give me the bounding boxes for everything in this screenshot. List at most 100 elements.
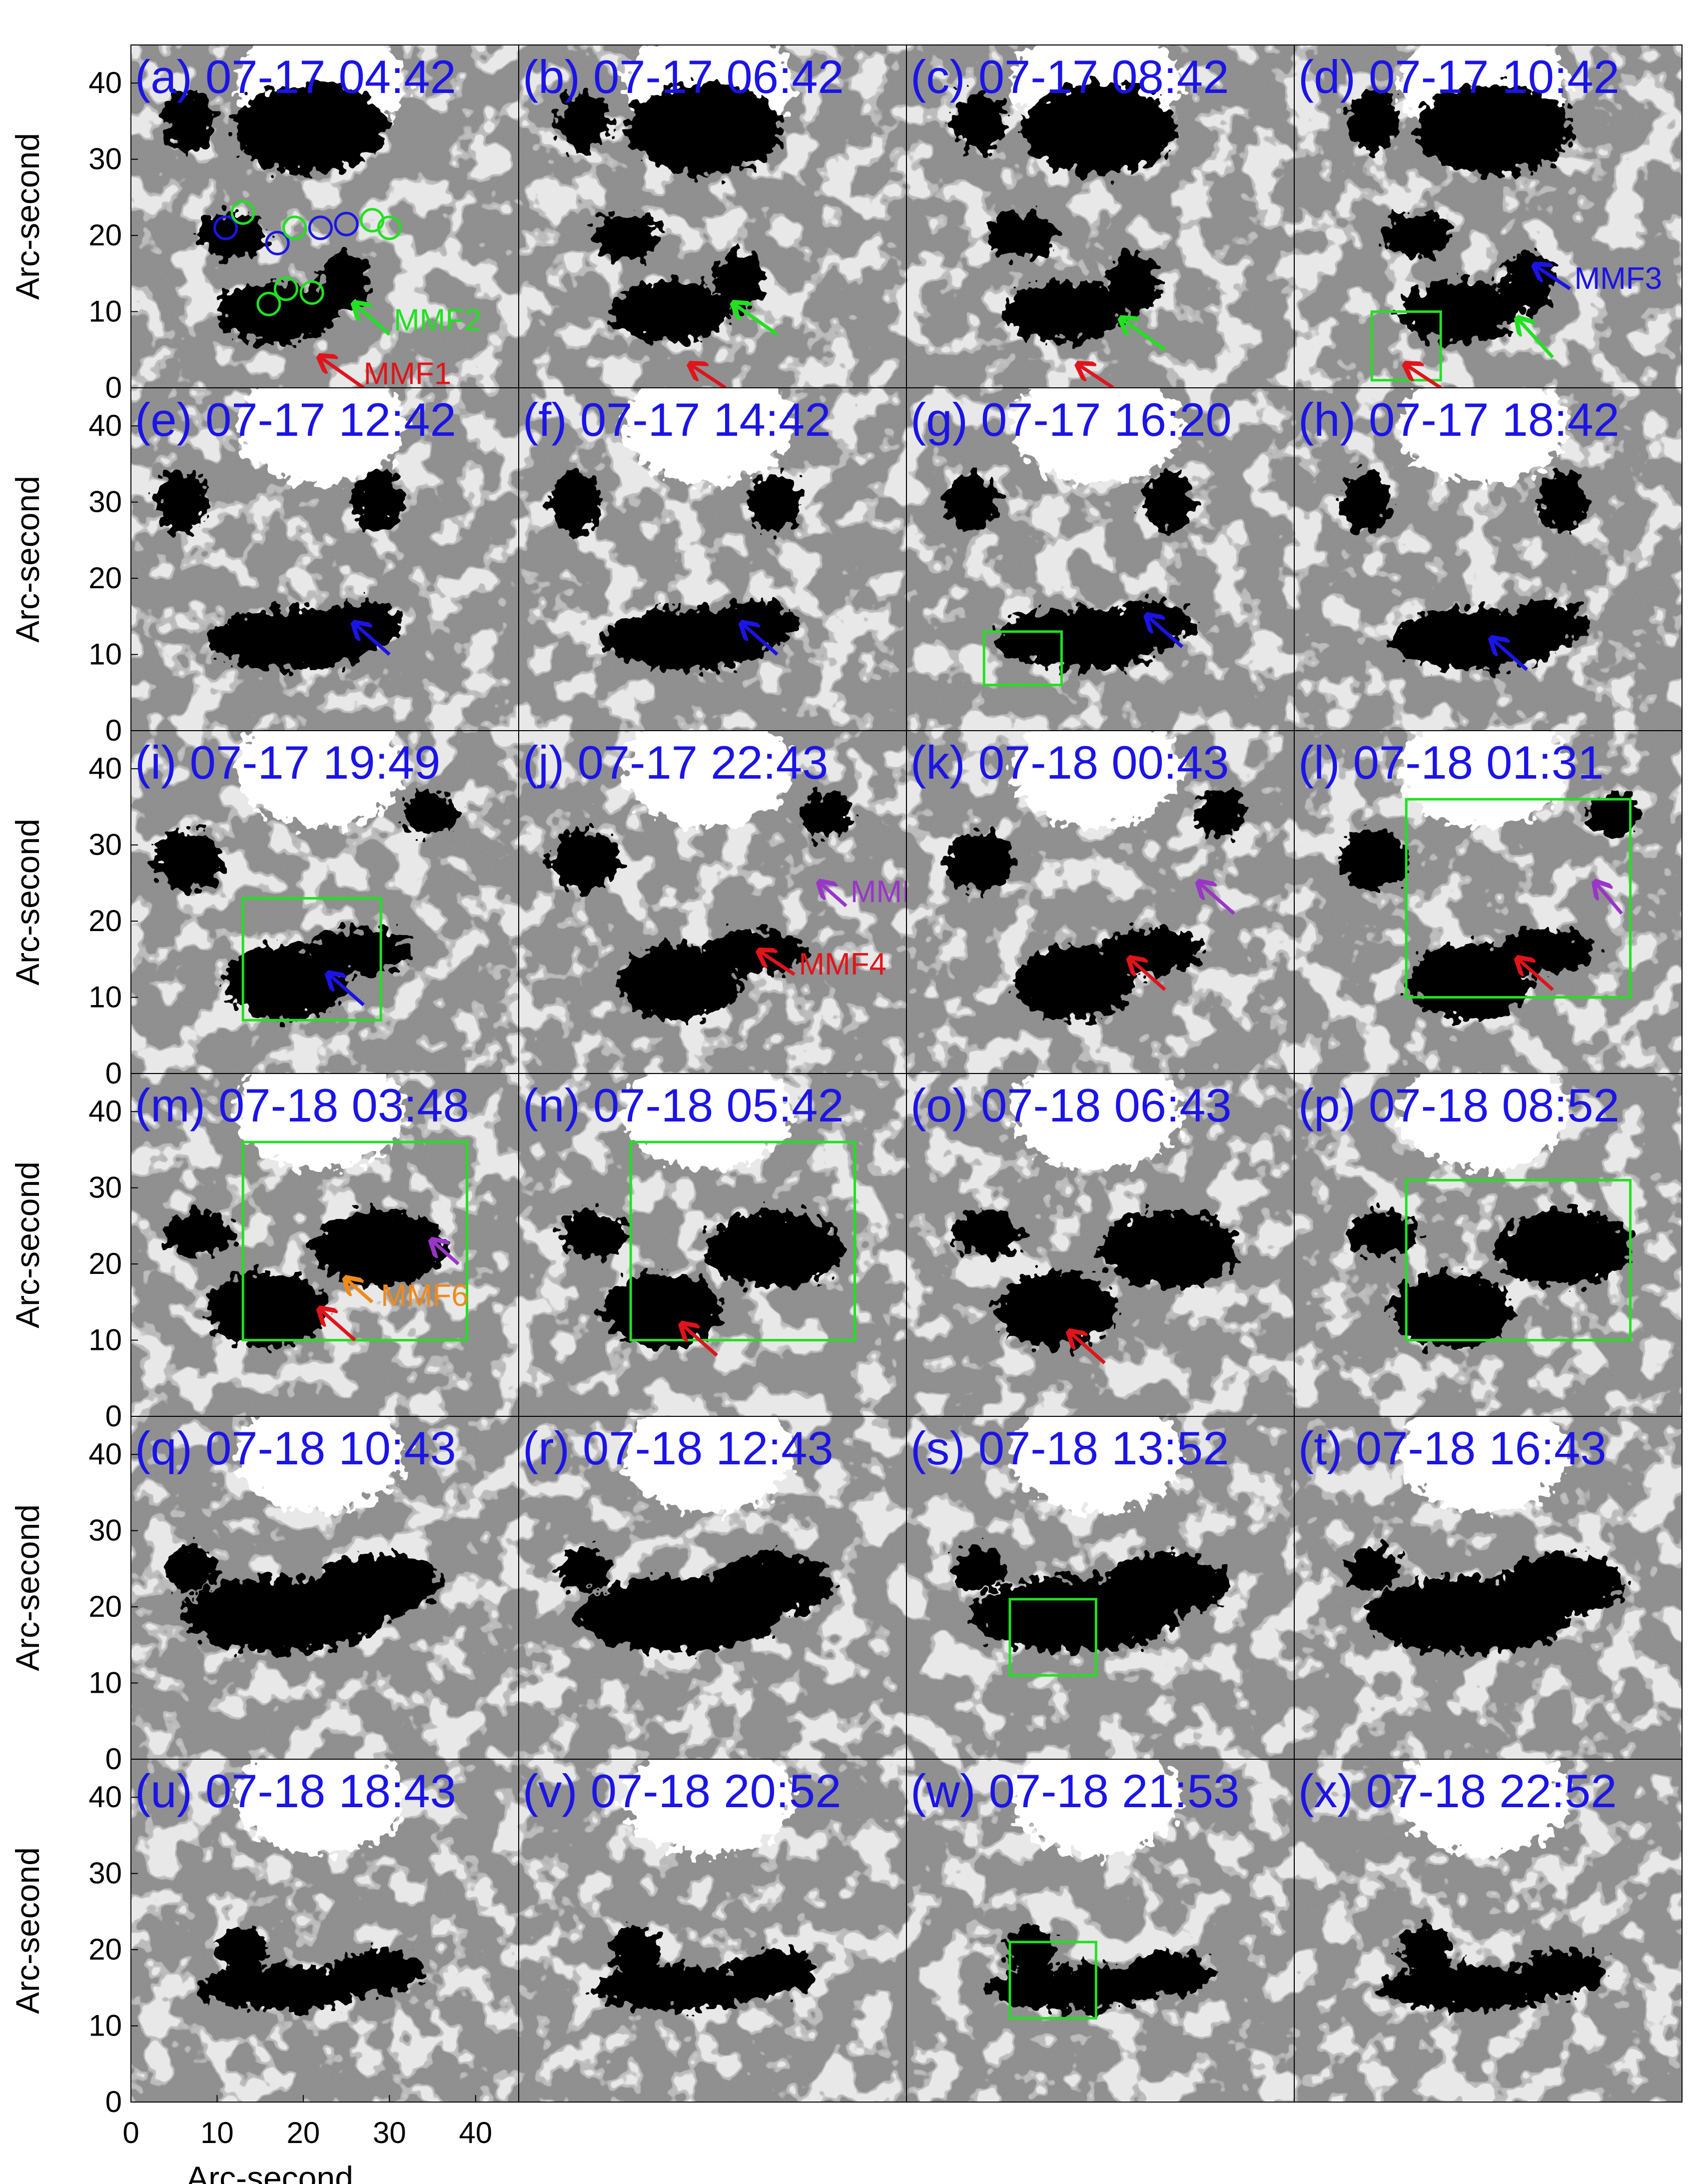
magnetogram-panel: (h) 07-17 18:42 — [1294, 387, 1683, 731]
mmf5-arrow — [433, 1241, 460, 1265]
region-box — [629, 1140, 856, 1342]
mmf3-arrow — [355, 624, 391, 656]
panel-title: (v) 07-18 20:52 — [523, 1765, 841, 1817]
panel-title: (f) 07-17 14:42 — [523, 393, 831, 446]
magnetogram-panel: (x) 07-18 22:52 — [1294, 1759, 1683, 2103]
panel-title: (u) 07-18 18:43 — [135, 1765, 456, 1817]
negative-polarity-patch — [1194, 791, 1246, 838]
y-axis-label: Arc-second — [9, 476, 46, 643]
magnetogram-panel: (u) 07-18 18:43 — [130, 1759, 519, 2103]
negative-polarity-patch — [318, 1553, 440, 1615]
negative-polarity-patch — [550, 830, 619, 891]
negative-polarity-patch — [713, 250, 766, 312]
negative-polarity-patch — [155, 471, 207, 533]
sunspot-positive — [235, 388, 406, 484]
feature-circle — [213, 215, 238, 240]
negative-polarity-patch — [705, 1210, 843, 1287]
negative-polarity-patch — [1339, 471, 1391, 533]
mmf6-arrow — [346, 1279, 374, 1303]
panel-title: (t) 07-18 16:43 — [1298, 1422, 1607, 1474]
negative-polarity-patch — [1416, 83, 1572, 175]
mmf4-label: MMF4 — [799, 947, 886, 982]
panel-title: (d) 07-17 10:42 — [1298, 50, 1620, 103]
negative-polarity-patch — [1520, 1950, 1607, 1996]
negative-polarity-patch — [1503, 250, 1555, 312]
panel-title: (l) 07-18 01:31 — [1298, 736, 1604, 789]
y-axis-label: Arc-second — [9, 133, 46, 300]
mmf5-arrow — [1596, 883, 1623, 915]
sunspot-positive — [1398, 388, 1570, 484]
mmf4-arrow — [1070, 1332, 1106, 1364]
magnetogram-panel: (c) 07-17 08:42 — [906, 44, 1295, 388]
x-tick-label: 0 — [122, 2116, 139, 2150]
negative-polarity-patch — [1108, 601, 1194, 647]
mmf5-arrow — [1199, 883, 1235, 915]
panel-title: (s) 07-18 13:52 — [910, 1422, 1229, 1474]
panel-title: (i) 07-17 19:49 — [135, 736, 440, 789]
panel-title: (j) 07-17 22:43 — [523, 736, 828, 789]
magnetogram-panel: (q) 07-18 10:43 — [130, 1416, 519, 1760]
negative-polarity-patch — [601, 1271, 722, 1348]
magnetogram-panel: (e) 07-17 12:42 — [130, 387, 519, 731]
region-box — [241, 897, 382, 1022]
negative-polarity-patch — [1347, 90, 1400, 152]
x-tick-label: 20 — [287, 2116, 320, 2150]
y-axis-label: Arc-second — [9, 1161, 46, 1328]
negative-polarity-patch — [558, 90, 610, 152]
y-tick-label: 10 — [88, 1323, 122, 1357]
y-tick-label: 30 — [88, 1171, 122, 1204]
panel-title: (e) 07-17 12:42 — [135, 393, 456, 446]
negative-polarity-patch — [1391, 1271, 1512, 1348]
magnetogram-panel: (l) 07-18 01:31 — [1294, 730, 1683, 1074]
negative-polarity-patch — [336, 1950, 422, 1996]
sunspot-positive — [235, 1416, 406, 1513]
sunspot-positive — [235, 1759, 406, 1856]
negative-polarity-patch — [1408, 944, 1529, 1021]
panel-title: (k) 07-18 00:43 — [910, 736, 1229, 789]
mmf4-arrow — [1518, 959, 1554, 991]
negative-polarity-patch — [224, 944, 345, 1021]
y-tick-label: 0 — [105, 1057, 122, 1090]
negative-polarity-patch — [318, 601, 405, 647]
negative-polarity-patch — [1589, 791, 1641, 838]
sunspot-positive — [623, 1759, 794, 1856]
negative-polarity-patch — [610, 281, 731, 342]
region-box — [1405, 1178, 1632, 1342]
y-tick-label: 0 — [105, 2085, 122, 2119]
negative-polarity-patch — [353, 471, 405, 533]
mmf6-label: MMF6 — [381, 1278, 469, 1313]
panel-title: (m) 07-18 03:48 — [135, 1079, 469, 1131]
negative-polarity-patch — [1537, 471, 1589, 533]
feature-circle — [282, 215, 307, 240]
magnetogram-panel: (s) 07-18 13:52 — [906, 1416, 1295, 1760]
negative-polarity-patch — [748, 471, 800, 533]
y-tick-label: 10 — [88, 2009, 122, 2043]
panel-title: (g) 07-17 16:20 — [910, 393, 1232, 446]
mmf3-arrow — [1536, 266, 1571, 290]
panel-title: (c) 07-17 08:42 — [910, 50, 1229, 103]
negative-polarity-patch — [198, 1965, 371, 2011]
negative-polarity-patch — [550, 471, 602, 533]
negative-polarity-patch — [206, 1271, 328, 1348]
negative-polarity-patch — [713, 1553, 835, 1615]
negative-polarity-patch — [1399, 281, 1520, 342]
mmf5-arrow — [821, 883, 847, 908]
negative-polarity-patch — [1099, 1210, 1238, 1287]
mmf4-arrow — [760, 952, 796, 976]
mmf3-label: MMF3 — [1574, 261, 1662, 296]
negative-polarity-patch — [163, 90, 215, 152]
negative-polarity-patch — [627, 83, 783, 175]
mmf4-arrow — [1130, 959, 1166, 991]
mmf1-arrow — [1079, 365, 1114, 388]
magnetogram-panel: (b) 07-17 06:42 — [518, 44, 907, 388]
mmf2-arrow — [734, 304, 779, 336]
negative-polarity-patch — [953, 1210, 1022, 1256]
negative-polarity-patch — [593, 212, 662, 258]
sunspot-positive — [623, 1416, 794, 1513]
panel-title: (q) 07-18 10:43 — [135, 1422, 456, 1474]
y-tick-label: 40 — [88, 1094, 122, 1128]
magnetogram-panel: (r) 07-18 12:43 — [518, 1416, 907, 1760]
y-tick-label: 10 — [88, 638, 122, 671]
y-tick-label: 10 — [88, 981, 122, 1014]
negative-polarity-patch — [1503, 1553, 1624, 1615]
